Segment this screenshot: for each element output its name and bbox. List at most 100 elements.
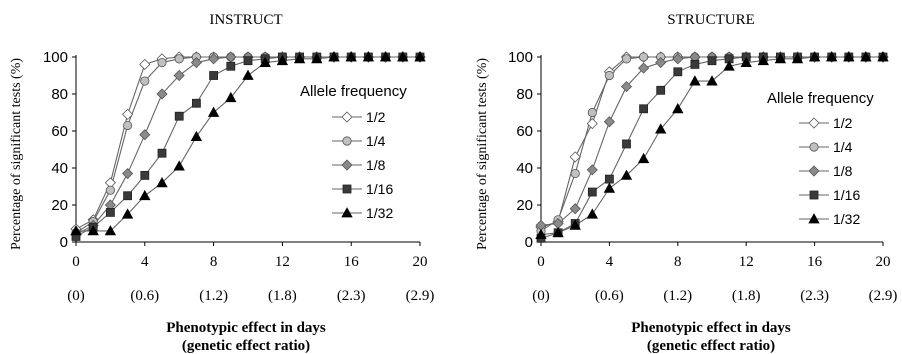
x-tick-label: 8	[674, 254, 682, 270]
data-point-instruct-3	[174, 111, 184, 121]
data-point-instruct-4	[311, 53, 323, 64]
x-ratio-label: (1.2)	[663, 288, 692, 304]
data-point-structure-1	[638, 52, 649, 62]
data-point-structure-2	[586, 164, 598, 176]
y-tick-label: 0	[60, 234, 68, 251]
data-point-instruct-4	[121, 208, 134, 219]
data-point-structure-4	[620, 169, 633, 180]
data-point-instruct-2	[122, 167, 134, 180]
data-point-structure-4	[877, 51, 889, 62]
x-ratio-label: (0)	[532, 288, 550, 304]
data-point-instruct-3	[191, 98, 201, 108]
legend-label-structure-2: 1/8	[833, 163, 853, 179]
data-point-structure-4	[740, 56, 752, 67]
data-point-instruct-3	[140, 170, 150, 180]
data-point-structure-1	[570, 168, 580, 179]
y-tick-label: 100	[43, 49, 68, 66]
y-tick-label: 0	[525, 234, 533, 251]
y-axis-label-instruct: Percentage of significant tests (%)	[9, 58, 24, 250]
y-tick-label: 40	[51, 160, 68, 177]
data-point-instruct-4	[242, 69, 254, 80]
data-point-structure-4	[808, 51, 821, 62]
data-point-instruct-4	[276, 54, 289, 66]
data-point-structure-1	[604, 70, 615, 81]
x-ratio-label: (2.9)	[869, 288, 898, 304]
legend-marker-structure-3	[809, 190, 819, 200]
plot-area-structure: 0 20 40 60 80 100 0 (0) 4 (0.6) 8 (1.2) 12 (1.8) 16 (2.…	[508, 49, 897, 304]
legend-marker-instruct-3	[342, 184, 352, 194]
data-point-instruct-2	[139, 129, 151, 141]
data-point-instruct-4	[87, 225, 99, 236]
legend-label-structure-3: 1/16	[833, 187, 860, 203]
data-point-structure-3	[707, 56, 717, 66]
legend-marker-instruct-2	[341, 159, 353, 171]
data-point-instruct-2	[190, 56, 202, 69]
data-point-instruct-2	[173, 69, 185, 82]
data-point-structure-3	[656, 85, 666, 95]
data-point-instruct-3	[123, 191, 132, 201]
legend-marker-structure-1	[809, 142, 819, 152]
legend-marker-instruct-1	[342, 136, 352, 146]
x-tick-label: 16	[344, 254, 360, 270]
data-point-instruct-4	[414, 51, 426, 62]
x-ratio-label: (2.3)	[337, 288, 366, 304]
y-tick-label: 60	[516, 123, 533, 140]
data-point-structure-3	[622, 139, 631, 149]
legend-label-structure-4: 1/32	[833, 211, 860, 227]
data-point-structure-3	[587, 187, 597, 197]
x-axis-label-instruct-line2: (genetic effect ratio)	[182, 338, 310, 354]
data-point-structure-3	[639, 104, 648, 114]
legend-marker-instruct-0	[341, 111, 353, 123]
data-point-structure-4	[655, 123, 667, 134]
data-point-instruct-4	[190, 130, 203, 141]
x-axis-label-structure-line2: (genetic effect ratio)	[647, 338, 775, 354]
legend-label-instruct-3: 1/16	[366, 181, 393, 197]
data-point-instruct-3	[209, 71, 219, 80]
data-point-instruct-1	[123, 120, 133, 131]
panel-structure: STRUCTURE Percentage of significant test…	[475, 12, 897, 354]
data-point-instruct-4	[104, 225, 117, 236]
data-point-instruct-3	[106, 207, 115, 217]
data-point-structure-4	[637, 152, 650, 164]
y-tick-label: 100	[508, 49, 533, 66]
data-point-instruct-4	[293, 53, 306, 64]
data-point-instruct-2	[208, 53, 220, 65]
data-point-structure-2	[655, 56, 667, 69]
plot-area-instruct: 0 20 40 60 80 100 0 (0) 4 (0.6) 8 (1.2) 12 (1.8) 16 (2.…	[43, 49, 434, 304]
data-point-structure-4	[843, 51, 855, 62]
data-point-instruct-4	[379, 51, 392, 62]
data-point-structure-2	[603, 116, 615, 128]
x-tick-label: 12	[739, 254, 754, 270]
y-tick-label: 80	[51, 86, 68, 103]
data-point-structure-3	[690, 60, 700, 69]
y-tick-label: 40	[516, 160, 533, 177]
data-point-structure-3	[673, 67, 683, 77]
data-point-structure-4	[706, 75, 718, 86]
legend-title-structure: Allele frequency	[767, 90, 874, 107]
data-point-structure-4	[689, 75, 701, 86]
x-ratio-label: (0.6)	[130, 288, 159, 304]
data-point-instruct-1	[105, 185, 116, 195]
legend-marker-instruct-4	[341, 207, 353, 218]
data-point-structure-4	[552, 226, 564, 238]
x-tick-label: 16	[807, 254, 823, 270]
data-point-structure-2	[569, 203, 581, 215]
data-point-instruct-1	[174, 54, 184, 64]
x-ratio-label: (2.9)	[406, 288, 435, 304]
legend-label-structure-0: 1/2	[833, 115, 853, 131]
legend-label-instruct-0: 1/2	[366, 109, 386, 125]
data-point-structure-4	[672, 102, 684, 114]
data-point-structure-2	[672, 53, 684, 65]
x-tick-label: 0	[72, 254, 80, 270]
data-point-structure-1	[587, 107, 597, 118]
x-tick-label: 8	[210, 254, 218, 270]
y-tick-label: 20	[516, 197, 533, 214]
data-point-structure-4	[860, 51, 872, 62]
data-point-instruct-4	[156, 176, 168, 188]
data-point-structure-4	[586, 208, 598, 219]
data-point-instruct-2	[156, 88, 168, 100]
data-point-instruct-3	[243, 56, 253, 66]
y-tick-label: 80	[516, 86, 533, 103]
x-ratio-label: (1.8)	[268, 288, 297, 304]
